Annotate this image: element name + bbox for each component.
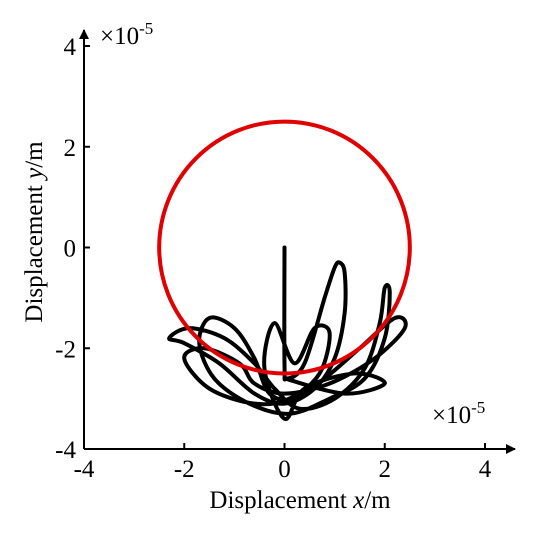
x-axis-label: Displacement x/m xyxy=(209,487,391,514)
multiplier-exponent: -5 xyxy=(471,398,485,417)
y-tick-label: 0 xyxy=(64,236,77,263)
label-part: x xyxy=(352,487,364,514)
label-part: Displacement xyxy=(21,179,48,323)
x-tick-label: -4 xyxy=(74,456,95,483)
y-tick-label: 4 xyxy=(64,34,77,61)
multiplier-base: ×10 xyxy=(100,23,139,50)
y-tick-label: 2 xyxy=(64,135,77,162)
trajectory xyxy=(167,245,408,421)
y-axis-label: Displacement y/m xyxy=(21,141,48,323)
y-multiplier: ×10-5 xyxy=(100,19,153,50)
label-part: Displacement xyxy=(209,487,353,514)
label-part: /m xyxy=(364,487,391,514)
x-tick-label: 0 xyxy=(278,456,291,483)
x-multiplier: ×10-5 xyxy=(432,398,485,429)
x-tick-label: -2 xyxy=(174,456,195,483)
y-tick-label: -2 xyxy=(55,336,76,363)
y-tick-label: -4 xyxy=(55,437,76,464)
x-tick-label: 2 xyxy=(379,456,392,483)
multiplier-base: ×10 xyxy=(432,402,471,429)
label-part: y xyxy=(21,167,48,182)
limit-circle xyxy=(157,119,412,376)
label-part: /m xyxy=(21,141,48,168)
x-tick-label: 4 xyxy=(479,456,492,483)
multiplier-exponent: -5 xyxy=(139,19,153,38)
